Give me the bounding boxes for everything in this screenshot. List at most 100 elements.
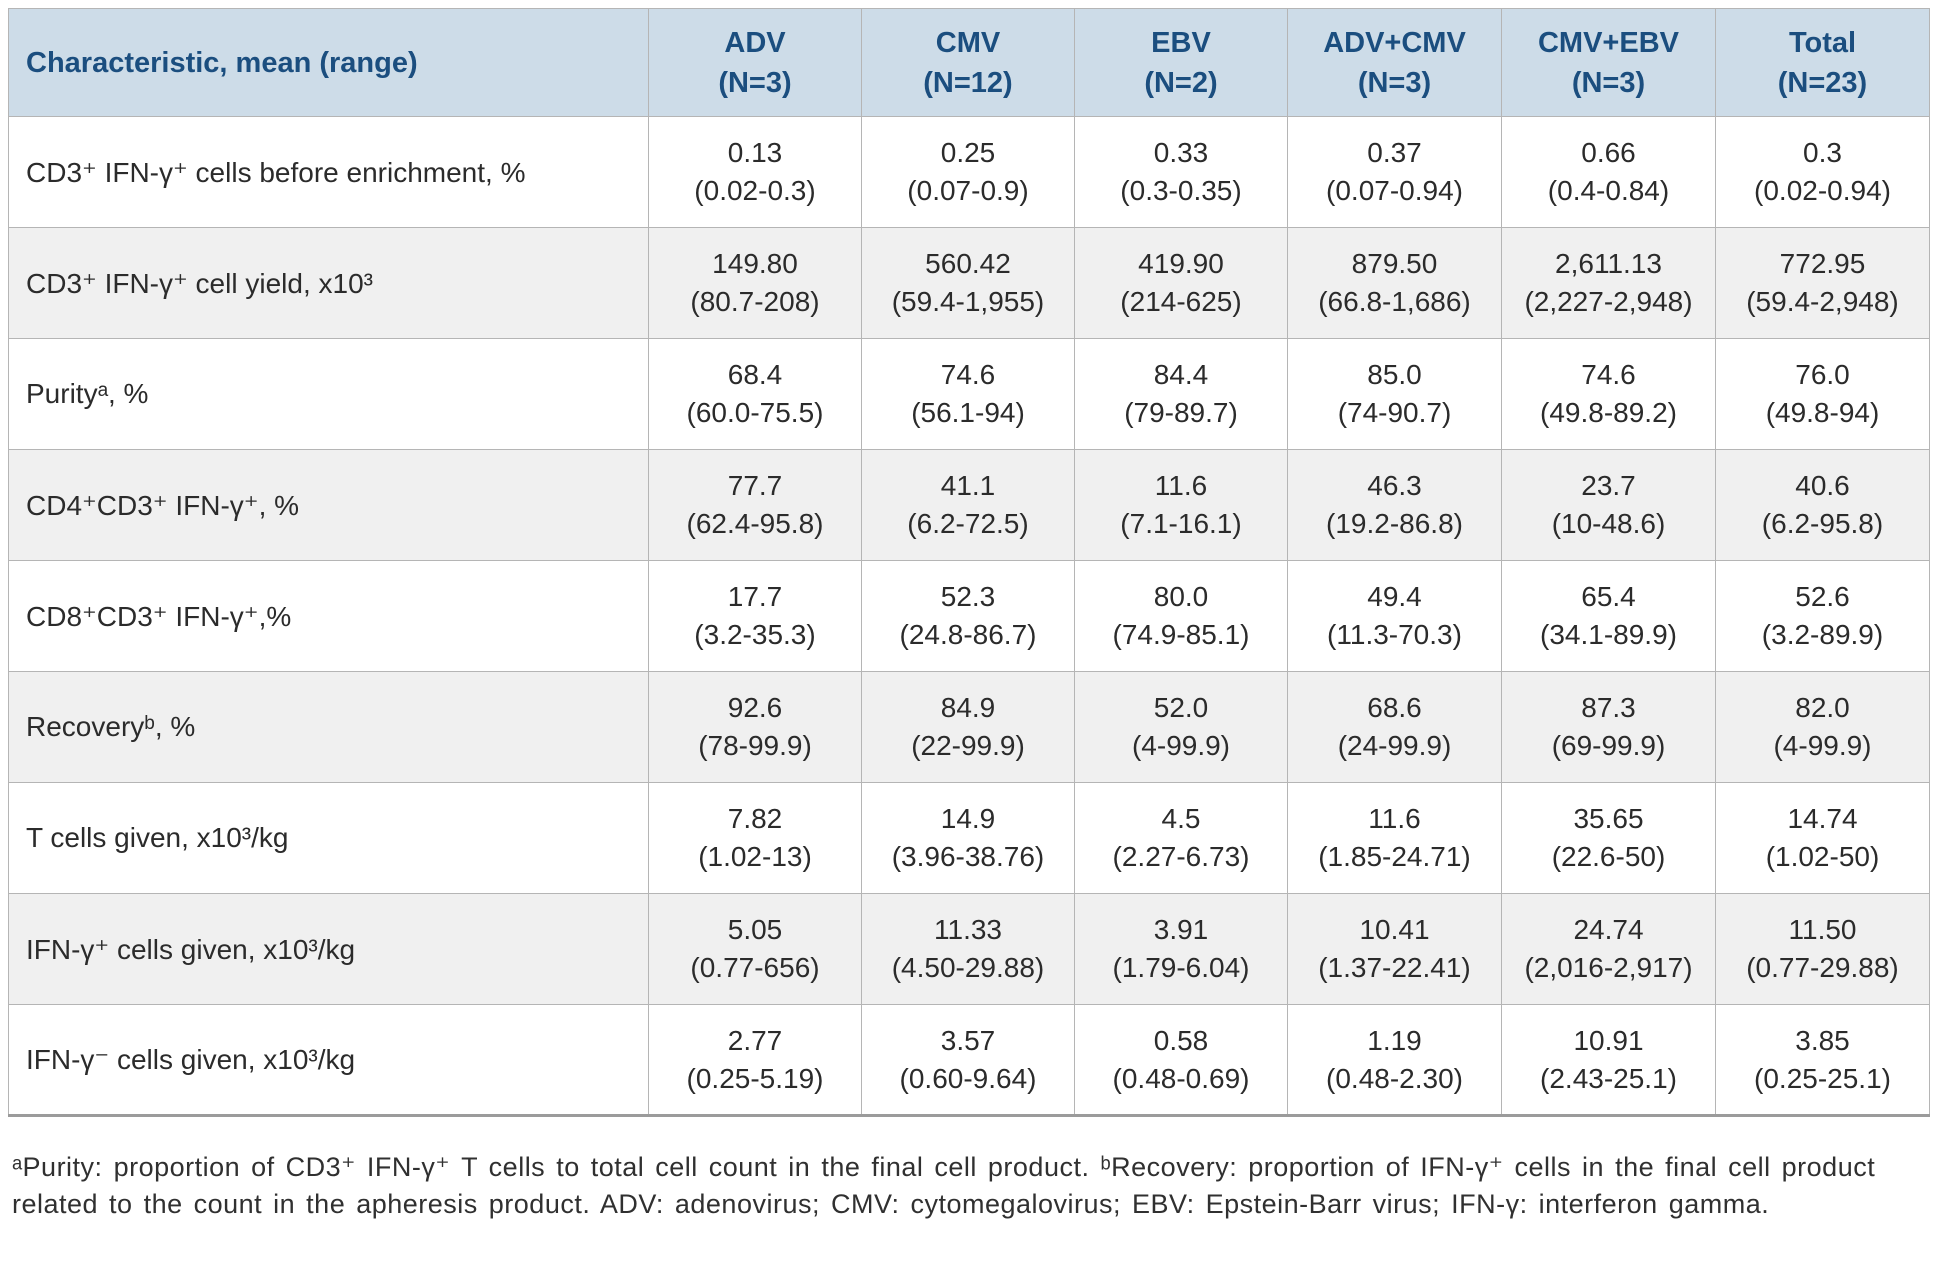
column-name: ADV xyxy=(724,26,786,59)
range-value: (74.9-85.1) xyxy=(1112,619,1250,650)
column-header-ebv: EBV (N=2) xyxy=(1074,8,1288,117)
value-cell: 1.19 (0.48-2.30) xyxy=(1287,1004,1502,1116)
mean-value: 40.6 xyxy=(1795,470,1850,501)
value-cell: 0.66 (0.4-0.84) xyxy=(1501,116,1716,228)
value-cell: 11.33 (4.50-29.88) xyxy=(861,893,1075,1005)
range-value: (6.2-72.5) xyxy=(907,508,1029,539)
value-cell: 65.4 (34.1-89.9) xyxy=(1501,560,1716,672)
range-value: (214-625) xyxy=(1120,286,1242,317)
row-label: T cells given, x10³/kg xyxy=(8,782,649,894)
value-cell: 80.0 (74.9-85.1) xyxy=(1074,560,1288,672)
table-row: IFN-γ⁻ cells given, x10³/kg 2.77 (0.25-5.1… xyxy=(8,1004,1930,1116)
value-cell: 84.4 (79-89.7) xyxy=(1074,338,1288,450)
range-value: (4-99.9) xyxy=(1131,730,1231,761)
mean-value: 65.4 xyxy=(1581,581,1636,612)
column-name: Total xyxy=(1788,26,1857,59)
value-cell: 85.0 (74-90.7) xyxy=(1287,338,1502,450)
mean-value: 3.57 xyxy=(940,1024,996,1056)
value-cell: 11.6 (7.1-16.1) xyxy=(1074,449,1288,561)
column-header-total: Total (N=23) xyxy=(1715,8,1930,117)
mean-value: 11.33 xyxy=(934,914,1002,945)
table-header: Characteristic, mean (range) ADV (N=3) CMV… xyxy=(8,8,1930,117)
range-value: (4-99.9) xyxy=(1773,730,1872,761)
characteristic-header-cell: Characteristic, mean (range) xyxy=(8,8,649,117)
range-value: (78-99.9) xyxy=(698,730,812,761)
row-label: CD4⁺CD3⁺ IFN-γ⁺, % xyxy=(8,449,649,561)
range-value: (19.2-86.8) xyxy=(1326,508,1463,539)
column-name: ADV+CMV xyxy=(1323,26,1466,59)
range-value: (1.02-50) xyxy=(1765,841,1880,872)
range-value: (10-48.6) xyxy=(1551,508,1666,539)
mean-value: 4.5 xyxy=(1161,803,1201,834)
value-cell: 68.4 (60.0-75.5) xyxy=(648,338,862,450)
value-cell: 3.85 (0.25-25.1) xyxy=(1715,1004,1930,1116)
mean-value: 52.6 xyxy=(1795,581,1850,612)
range-value: (3.2-89.9) xyxy=(1761,619,1884,650)
value-cell: 149.80 (80.7-208) xyxy=(648,227,862,339)
range-value: (0.3-0.35) xyxy=(1120,175,1242,206)
column-n: (N=3) xyxy=(1357,66,1432,99)
value-cell: 2,611.13 (2,227-2,948) xyxy=(1501,227,1716,339)
mean-value: 77.7 xyxy=(727,470,783,501)
value-cell: 419.90 (214-625) xyxy=(1074,227,1288,339)
range-value: (49.8-89.2) xyxy=(1540,397,1677,428)
range-value: (6.2-95.8) xyxy=(1761,508,1884,539)
characteristics-table: Characteristic, mean (range) ADV (N=3) CMV… xyxy=(8,8,1930,1117)
mean-value: 92.6 xyxy=(727,692,783,723)
value-cell: 10.41 (1.37-22.41) xyxy=(1287,893,1502,1005)
mean-value: 46.3 xyxy=(1367,470,1422,501)
value-cell: 41.1 (6.2-72.5) xyxy=(861,449,1075,561)
range-value: (0.77-29.88) xyxy=(1746,952,1899,983)
value-cell: 84.9 (22-99.9) xyxy=(861,671,1075,783)
table-row: CD3⁺ IFN-γ⁺ cell yield, x10³ 149.80 (80.7-… xyxy=(8,227,1930,339)
range-value: (0.25-5.19) xyxy=(686,1062,824,1094)
mean-value: 5.05 xyxy=(727,914,783,945)
mean-value: 23.7 xyxy=(1581,470,1636,501)
mean-value: 2.77 xyxy=(727,1024,783,1056)
row-label: Purityᵃ, % xyxy=(8,338,649,450)
column-n: (N=23) xyxy=(1777,66,1868,99)
mean-value: 76.0 xyxy=(1795,359,1850,390)
column-header-cmv-ebv: CMV+EBV (N=3) xyxy=(1501,8,1716,117)
value-cell: 4.5 (2.27-6.73) xyxy=(1074,782,1288,894)
mean-value: 82.0 xyxy=(1795,692,1850,723)
column-name: EBV xyxy=(1151,26,1211,59)
range-value: (0.4-0.84) xyxy=(1547,175,1670,206)
range-value: (7.1-16.1) xyxy=(1120,508,1242,539)
range-value: (0.07-0.9) xyxy=(907,175,1029,206)
column-n: (N=2) xyxy=(1144,66,1218,99)
range-value: (1.79-6.04) xyxy=(1112,952,1250,983)
value-cell: 23.7 (10-48.6) xyxy=(1501,449,1716,561)
column-name: CMV xyxy=(935,26,1001,59)
value-cell: 49.4 (11.3-70.3) xyxy=(1287,560,1502,672)
mean-value: 24.74 xyxy=(1573,914,1644,945)
mean-value: 10.41 xyxy=(1359,914,1430,945)
range-value: (59.4-2,948) xyxy=(1746,286,1899,317)
column-n: (N=3) xyxy=(1571,66,1646,99)
mean-value: 3.91 xyxy=(1153,914,1209,945)
range-value: (1.85-24.71) xyxy=(1318,841,1471,872)
table-row: CD8⁺CD3⁺ IFN-γ⁺,% 17.7 (3.2-35.3) 52.3 (24.8… xyxy=(8,560,1930,672)
mean-value: 0.3 xyxy=(1803,137,1842,168)
range-value: (0.02-0.94) xyxy=(1754,175,1891,206)
mean-value: 149.80 xyxy=(712,248,798,279)
range-value: (79-89.7) xyxy=(1124,397,1238,428)
range-value: (56.1-94) xyxy=(911,397,1025,428)
mean-value: 560.42 xyxy=(925,248,1011,279)
mean-value: 0.25 xyxy=(940,137,996,168)
range-value: (69-99.9) xyxy=(1551,730,1666,761)
range-value: (59.4-1,955) xyxy=(891,286,1045,317)
mean-value: 419.90 xyxy=(1138,248,1224,279)
column-header-adv-cmv: ADV+CMV (N=3) xyxy=(1287,8,1502,117)
mean-value: 84.4 xyxy=(1153,359,1209,390)
range-value: (66.8-1,686) xyxy=(1318,286,1471,317)
value-cell: 11.50 (0.77-29.88) xyxy=(1715,893,1930,1005)
value-cell: 0.58 (0.48-0.69) xyxy=(1074,1004,1288,1116)
value-cell: 68.6 (24-99.9) xyxy=(1287,671,1502,783)
range-value: (0.25-25.1) xyxy=(1754,1062,1891,1094)
mean-value: 41.1 xyxy=(940,470,996,501)
value-cell: 0.33 (0.3-0.35) xyxy=(1074,116,1288,228)
table-row: IFN-γ⁺ cells given, x10³/kg 5.05 (0.77-656… xyxy=(8,893,1930,1005)
mean-value: 0.58 xyxy=(1153,1024,1209,1056)
mean-value: 7.82 xyxy=(727,803,783,834)
